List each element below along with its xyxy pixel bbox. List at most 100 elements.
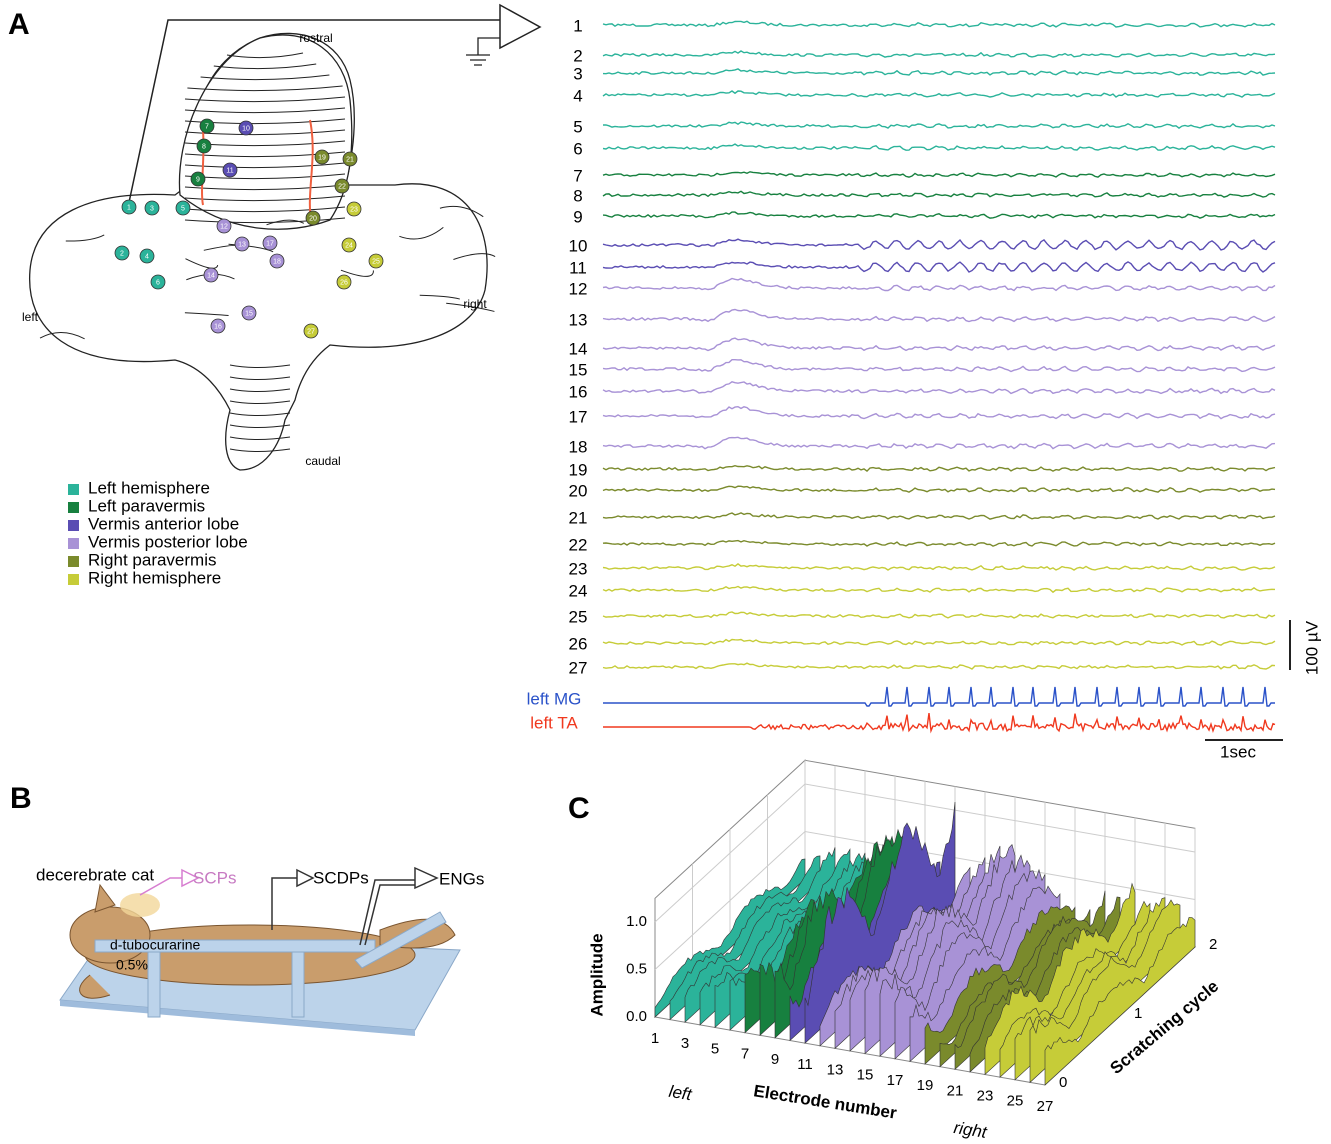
trace — [603, 407, 1275, 419]
electrode-label: 2 — [120, 250, 124, 257]
electrode-label: 27 — [307, 328, 315, 335]
legend-label: Right paravermis — [88, 550, 217, 569]
trace-label: 2 — [573, 46, 582, 65]
trace-label: 3 — [573, 64, 582, 83]
x-tick-label: 25 — [1007, 1093, 1024, 1110]
electrode-label: 7 — [205, 123, 209, 130]
electrode-label: 14 — [207, 272, 215, 279]
setup-label: 0.5% — [116, 957, 148, 973]
trace — [603, 69, 1275, 75]
trace — [603, 239, 1275, 250]
trace-label: 25 — [569, 607, 588, 626]
legend-swatch — [68, 520, 79, 531]
map-label: caudal — [305, 454, 340, 468]
legend-swatch — [68, 484, 79, 495]
electrode-label: 1 — [127, 204, 131, 211]
trace-label: 7 — [573, 166, 582, 185]
trace — [603, 587, 1275, 593]
emg-trace — [603, 687, 1275, 706]
x-tick-label: 1 — [651, 1030, 659, 1047]
electrode-label: 4 — [145, 253, 149, 260]
electrode-label: 12 — [220, 223, 228, 230]
map-label: rostral — [299, 31, 332, 45]
trace — [603, 486, 1275, 492]
trace — [603, 212, 1275, 218]
trace — [603, 279, 1275, 291]
trace-label: 27 — [569, 658, 588, 677]
legend-label: Left hemisphere — [88, 478, 210, 497]
electrode-label: 20 — [309, 215, 317, 222]
trace-label: 22 — [569, 535, 588, 554]
trace — [603, 466, 1275, 471]
y-tick-label: 0 — [1059, 1074, 1067, 1091]
scale-voltage: 100 µV — [1302, 620, 1321, 675]
electrode-label: 16 — [214, 323, 222, 330]
electrode-label: 24 — [345, 242, 353, 249]
electrode-label: 18 — [273, 258, 281, 265]
trace-label: 8 — [573, 186, 582, 205]
trace-label: 12 — [569, 279, 588, 298]
figure: A rostral caudal left right 123456789101… — [0, 0, 1331, 1144]
x-tick-label: 13 — [827, 1061, 844, 1078]
setup-label: SCPs — [193, 868, 236, 887]
setup-label: ENGs — [439, 869, 484, 888]
trace — [603, 338, 1275, 350]
trace — [603, 612, 1275, 618]
emg-label: left TA — [530, 713, 578, 732]
x-side: left — [667, 1082, 694, 1105]
trace-label: 15 — [569, 360, 588, 379]
x-tick-label: 9 — [771, 1051, 779, 1068]
trace — [603, 541, 1275, 547]
legend-label: Vermis posterior lobe — [88, 532, 248, 551]
panel-label: A — [8, 8, 30, 41]
x-title: Electrode number — [752, 1081, 898, 1122]
x-tick-label: 3 — [681, 1035, 689, 1052]
scale-time: 1sec — [1220, 742, 1256, 761]
trace-label: 4 — [573, 86, 582, 105]
trace — [603, 144, 1275, 150]
setup-label: d-tubocurarine — [110, 937, 200, 953]
trace-label: 17 — [569, 407, 588, 426]
trace — [603, 564, 1275, 570]
y-tick-label: 1 — [1134, 1005, 1142, 1022]
electrode-label: 9 — [196, 176, 200, 183]
electrode-label: 3 — [150, 205, 154, 212]
trace — [603, 191, 1275, 197]
trace — [603, 360, 1275, 372]
y-tick-label: 2 — [1209, 936, 1217, 953]
electrode-label: 5 — [181, 205, 185, 212]
electrode-label: 23 — [350, 206, 358, 213]
emg-label: left MG — [527, 689, 582, 708]
legend-swatch — [68, 538, 79, 549]
x-side: right — [952, 1118, 989, 1142]
electrode-label: 17 — [266, 240, 274, 247]
trace — [603, 310, 1275, 322]
setup-label: decerebrate cat — [36, 865, 154, 884]
trace-label: 19 — [569, 460, 588, 479]
electrode-label: 19 — [318, 154, 326, 161]
z-tick-label: 1.0 — [626, 913, 647, 930]
trace-label: 14 — [569, 339, 588, 358]
trace-label: 26 — [569, 634, 588, 653]
electrode-label: 15 — [245, 310, 253, 317]
trace-label: 1 — [573, 16, 582, 35]
cerebellum-map: rostral caudal left right — [22, 5, 540, 470]
x-tick-label: 17 — [887, 1072, 904, 1089]
trace — [603, 21, 1275, 27]
x-tick-label: 11 — [797, 1056, 813, 1073]
x-tick-label: 15 — [857, 1067, 874, 1084]
electrode-label: 11 — [226, 167, 233, 174]
legend-swatch — [68, 574, 79, 585]
electrode-label: 21 — [346, 156, 354, 163]
legend-swatch — [68, 502, 79, 513]
legend-label: Left paravermis — [88, 496, 205, 515]
z-tick-label: 0.0 — [626, 1008, 647, 1025]
trace — [603, 122, 1275, 128]
trace-label: 6 — [573, 139, 582, 158]
x-tick-label: 27 — [1037, 1098, 1054, 1115]
electrode-label: 10 — [242, 125, 250, 132]
trace — [603, 51, 1275, 57]
emg-trace — [603, 713, 1275, 731]
trace-label: 20 — [569, 481, 588, 500]
trace — [603, 91, 1275, 97]
